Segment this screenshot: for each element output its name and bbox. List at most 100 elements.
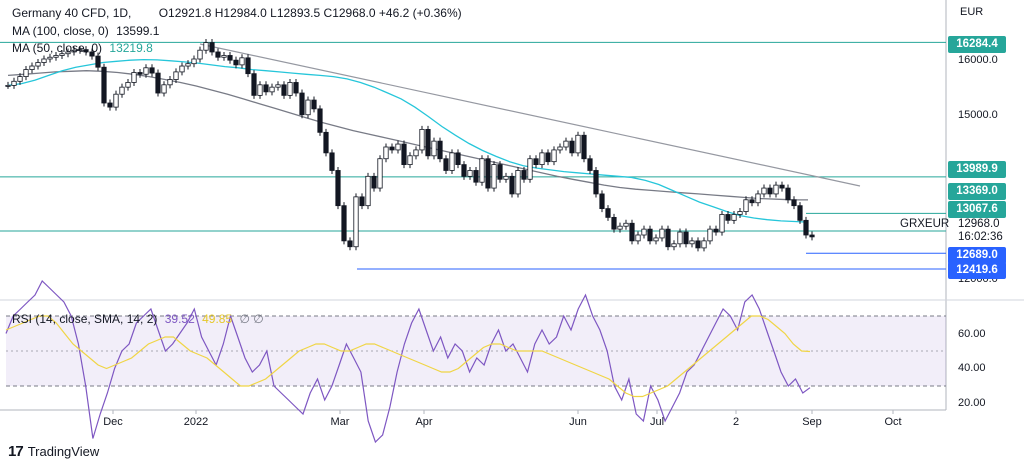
candle-body <box>635 234 641 242</box>
candle-body <box>719 214 725 233</box>
last-price-label: 12968.0 <box>958 218 1000 230</box>
candle-body <box>431 140 437 157</box>
candle-body <box>23 69 29 77</box>
candle-body <box>701 240 707 249</box>
candle-body <box>521 170 527 180</box>
candle-body <box>371 175 377 189</box>
moving-averages <box>7 58 809 223</box>
time-tick: Apr <box>415 416 432 428</box>
candle-body <box>311 99 317 110</box>
candle-body <box>341 205 347 242</box>
legend-ma100[interactable]: MA (100, close, 0) 13599.1 <box>12 24 163 39</box>
candle-body <box>479 158 485 183</box>
price-tick: 16000.0 <box>958 54 998 66</box>
candle-body <box>215 51 221 58</box>
candle-body <box>119 86 125 95</box>
legend-main: Germany 40 CFD, 1D, O12921.8 H12984.0 L1… <box>12 6 466 21</box>
candle-body <box>725 214 731 221</box>
candle-body <box>335 170 341 207</box>
candle-body <box>443 158 449 171</box>
countdown-label: 16:02:36 <box>958 231 1003 243</box>
legend-rsi[interactable]: RSI (14, close, SMA, 14, 2) 39.52 49.85 … <box>12 312 268 327</box>
time-tick: 2 <box>733 416 739 428</box>
rsi-sma-line <box>5 315 811 398</box>
tradingview-brand[interactable]: 17 TradingView <box>8 443 99 460</box>
rsi-label: RSI (14, close, SMA, 14, 2) <box>12 312 158 326</box>
candle-body <box>101 66 107 104</box>
candle-body <box>251 73 257 96</box>
candle-body <box>659 228 665 239</box>
candles <box>5 39 815 252</box>
candle-body <box>797 205 803 221</box>
candle-body <box>377 158 383 189</box>
candle-body <box>29 65 35 70</box>
candle-body <box>779 184 785 189</box>
candle-body <box>293 82 299 94</box>
legend-ohlc: O12921.8 H12984.0 L12893.5 C12968.0 +46.… <box>158 6 462 20</box>
legend-symbol[interactable]: Germany 40 CFD, 1D, <box>12 6 132 20</box>
ma100-value: 13599.1 <box>116 24 160 38</box>
candle-body <box>575 134 581 154</box>
candle-body <box>425 128 431 157</box>
candle-body <box>809 234 815 238</box>
candle-body <box>599 193 605 210</box>
ma50-label: MA (50, close, 0) <box>12 41 103 55</box>
rsi-extra: ∅ ∅ <box>239 312 264 326</box>
candle-body <box>743 199 749 212</box>
candle-body <box>107 102 113 108</box>
candle-body <box>761 187 767 195</box>
price-tick: 15000.0 <box>958 109 998 121</box>
candle-body <box>383 146 389 160</box>
candle-body <box>449 152 455 171</box>
candle-body <box>125 82 131 88</box>
candle-body <box>605 208 611 218</box>
candle-body <box>299 92 305 116</box>
candle-body <box>191 58 197 65</box>
candle-body <box>407 155 413 166</box>
ma50-value: 13219.8 <box>109 41 153 55</box>
candle-body <box>257 84 263 96</box>
candle-body <box>41 58 47 63</box>
time-tick: Jun <box>569 416 587 428</box>
trendline-line <box>199 43 861 187</box>
rsi-line <box>5 280 811 444</box>
candle-body <box>227 55 233 61</box>
rsi-lines <box>5 280 811 444</box>
candle-body <box>473 170 479 183</box>
candle-body <box>245 57 251 75</box>
time-tick: Jul <box>650 416 664 428</box>
candle-body <box>305 99 311 116</box>
candle-body <box>161 84 167 94</box>
rsi-value: 39.52 <box>164 312 195 326</box>
candle-body <box>83 49 89 53</box>
candle-body <box>143 67 149 75</box>
candle-body <box>53 55 59 58</box>
candle-body <box>209 42 215 53</box>
ma50-line <box>7 58 809 223</box>
candle-body <box>755 193 761 204</box>
candle-body <box>71 49 77 53</box>
candle-body <box>707 228 713 242</box>
candle-body <box>329 152 335 171</box>
candle-body <box>557 146 563 151</box>
candle-body <box>695 240 701 249</box>
candle-body <box>785 187 791 201</box>
candle-body <box>641 228 647 236</box>
candle-body <box>689 240 695 245</box>
candle-body <box>497 164 503 180</box>
rsi-tick: 60.00 <box>958 328 986 340</box>
candle-body <box>11 80 17 86</box>
candle-body <box>587 158 593 171</box>
time-tick: Dec <box>103 416 123 428</box>
brand-label: TradingView <box>27 444 100 459</box>
candle-body <box>623 222 629 227</box>
legend-ma50[interactable]: MA (50, close, 0) 13219.8 <box>12 41 157 56</box>
candle-body <box>551 149 557 163</box>
candle-body <box>113 93 119 108</box>
candle-body <box>413 149 419 157</box>
candle-body <box>401 143 407 165</box>
candle-body <box>617 225 623 230</box>
trendline[interactable] <box>199 43 861 187</box>
